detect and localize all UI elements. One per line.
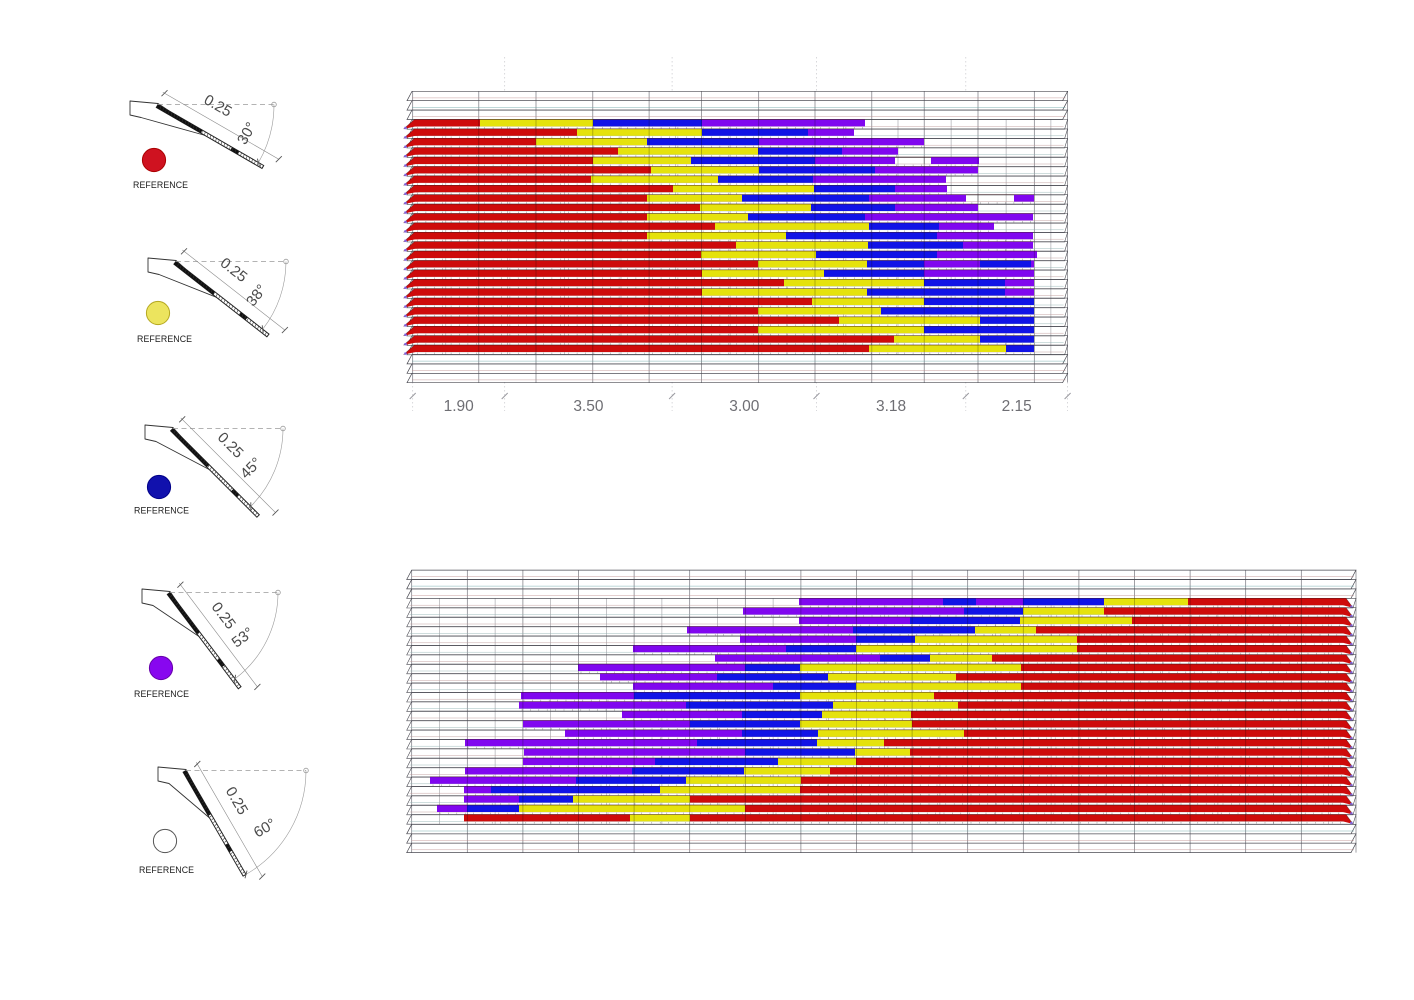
svg-text:1.90: 1.90 xyxy=(444,398,475,415)
svg-text:REFERENCE: REFERENCE xyxy=(134,689,189,699)
svg-text:0.25: 0.25 xyxy=(217,255,250,286)
svg-text:3.50: 3.50 xyxy=(573,398,604,415)
svg-text:3.18: 3.18 xyxy=(876,398,906,415)
svg-text:0.25: 0.25 xyxy=(201,91,235,120)
svg-text:2.15: 2.15 xyxy=(1002,398,1032,415)
svg-text:REFERENCE: REFERENCE xyxy=(134,506,189,516)
svg-text:60°: 60° xyxy=(251,815,279,841)
svg-text:53°: 53° xyxy=(229,624,257,651)
svg-text:REFERENCE: REFERENCE xyxy=(133,180,188,190)
svg-text:REFERENCE: REFERENCE xyxy=(137,334,192,344)
svg-text:REFERENCE: REFERENCE xyxy=(139,865,194,875)
svg-text:0.25: 0.25 xyxy=(214,429,247,462)
svg-text:3.00: 3.00 xyxy=(729,398,760,415)
svg-text:0.25: 0.25 xyxy=(222,784,251,818)
svg-text:30°: 30° xyxy=(234,119,260,147)
svg-text:38°: 38° xyxy=(243,281,270,309)
